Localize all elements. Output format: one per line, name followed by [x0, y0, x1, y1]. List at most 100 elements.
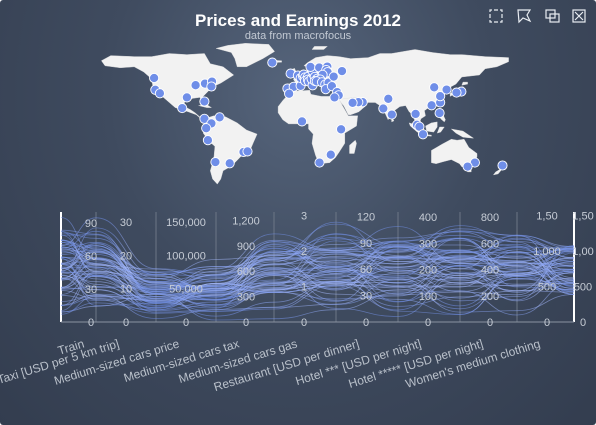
city-point[interactable]	[199, 113, 210, 124]
tick-label: 400	[481, 265, 499, 277]
data-line[interactable]	[60, 273, 575, 316]
tick-label: 90	[360, 238, 372, 250]
city-point[interactable]	[336, 66, 348, 77]
city-point[interactable]	[149, 72, 160, 84]
landmass-greenland	[215, 43, 275, 67]
keep-selection-icon[interactable]	[544, 8, 560, 24]
tick-label: 600	[481, 238, 499, 250]
lasso-select-icon[interactable]	[516, 8, 532, 24]
tick-label: 0	[544, 317, 550, 329]
city-point[interactable]	[336, 124, 347, 135]
rect-select-icon[interactable]	[488, 8, 504, 24]
tick-label: 20	[120, 250, 132, 262]
data-line[interactable]	[60, 250, 575, 295]
data-line[interactable]	[60, 251, 575, 301]
tick-label: 0	[243, 317, 249, 329]
city-point[interactable]	[206, 81, 217, 92]
city-point[interactable]	[224, 158, 235, 169]
city-point[interactable]	[410, 108, 421, 119]
landmass-new-guinea	[450, 128, 474, 139]
city-point[interactable]	[242, 146, 253, 157]
tick-label: 600	[237, 266, 255, 278]
city-point[interactable]	[383, 93, 394, 104]
city-point[interactable]	[267, 57, 278, 68]
tick-label: 0	[88, 317, 94, 329]
tick-label: 150,000	[166, 217, 206, 229]
data-line[interactable]	[60, 247, 575, 301]
city-point[interactable]	[328, 71, 339, 82]
clear-selection-icon[interactable]	[571, 8, 587, 24]
city-point[interactable]	[201, 123, 212, 134]
city-point[interactable]	[441, 84, 452, 95]
tick-label: 2	[301, 246, 307, 258]
polyline-group	[60, 217, 575, 321]
tick-label: 0	[363, 317, 369, 329]
tick-label: 0	[487, 317, 493, 329]
city-point[interactable]	[314, 157, 325, 168]
tick-label: 90	[85, 218, 97, 230]
data-line[interactable]	[60, 244, 575, 304]
data-line[interactable]	[60, 254, 575, 303]
tick-label: 0	[183, 317, 189, 329]
city-point[interactable]	[214, 112, 225, 123]
city-point[interactable]	[434, 108, 445, 119]
city-point[interactable]	[451, 87, 462, 98]
city-point[interactable]	[296, 116, 308, 127]
city-point[interactable]	[181, 92, 192, 103]
city-point[interactable]	[154, 88, 165, 99]
chart-subtitle: data from macrofocus	[245, 30, 352, 42]
tick-label: 120	[357, 211, 375, 223]
city-point[interactable]	[386, 109, 397, 120]
landmass-new-zealand-south	[492, 169, 503, 176]
parallel-coordinates: 03060900102030050,000100,000150,00003006…	[0, 211, 594, 395]
city-point[interactable]	[429, 82, 440, 93]
toolbox	[488, 8, 587, 24]
city-point[interactable]	[177, 103, 188, 114]
tick-label: 200	[481, 291, 499, 303]
city-point[interactable]	[190, 80, 201, 91]
data-line[interactable]	[60, 279, 575, 319]
city-point[interactable]	[435, 91, 446, 102]
data-line[interactable]	[60, 246, 575, 294]
data-line[interactable]	[60, 256, 575, 311]
city-point[interactable]	[417, 129, 429, 140]
tick-label: 200	[419, 265, 437, 277]
data-line[interactable]	[60, 281, 575, 321]
tick-label: 100,000	[166, 250, 206, 262]
tick-label: 1,50	[572, 211, 593, 223]
tick-label: 0	[580, 317, 586, 329]
data-line[interactable]	[60, 231, 575, 278]
tick-label: 30	[85, 284, 97, 296]
landmass-madagascar	[349, 139, 357, 154]
city-point[interactable]	[347, 97, 358, 108]
tick-label: 300	[419, 238, 437, 250]
tick-label: 300	[237, 292, 255, 304]
city-point[interactable]	[378, 103, 389, 114]
landmass-svalbard	[311, 46, 328, 50]
city-point[interactable]	[202, 135, 213, 146]
data-line[interactable]	[60, 234, 575, 291]
tick-label: 0	[425, 317, 431, 329]
city-point[interactable]	[199, 96, 210, 107]
city-point[interactable]	[497, 160, 508, 171]
data-line[interactable]	[60, 232, 575, 291]
data-line[interactable]	[60, 227, 575, 276]
data-line[interactable]	[60, 269, 575, 307]
city-point[interactable]	[426, 100, 437, 111]
city-point[interactable]	[210, 157, 221, 168]
tick-label: 800	[481, 212, 499, 224]
data-line[interactable]	[60, 249, 575, 290]
data-line[interactable]	[60, 245, 575, 313]
city-point[interactable]	[462, 161, 473, 172]
tick-label: 1,00	[572, 246, 593, 258]
data-line[interactable]	[60, 249, 575, 309]
data-line[interactable]	[60, 233, 575, 273]
city-point[interactable]	[325, 149, 336, 160]
city-point[interactable]	[284, 88, 295, 99]
city-point[interactable]	[305, 61, 316, 72]
tick-label: 1,200	[232, 216, 260, 228]
city-point[interactable]	[329, 92, 340, 103]
chart-title: Prices and Earnings 2012	[195, 11, 401, 30]
